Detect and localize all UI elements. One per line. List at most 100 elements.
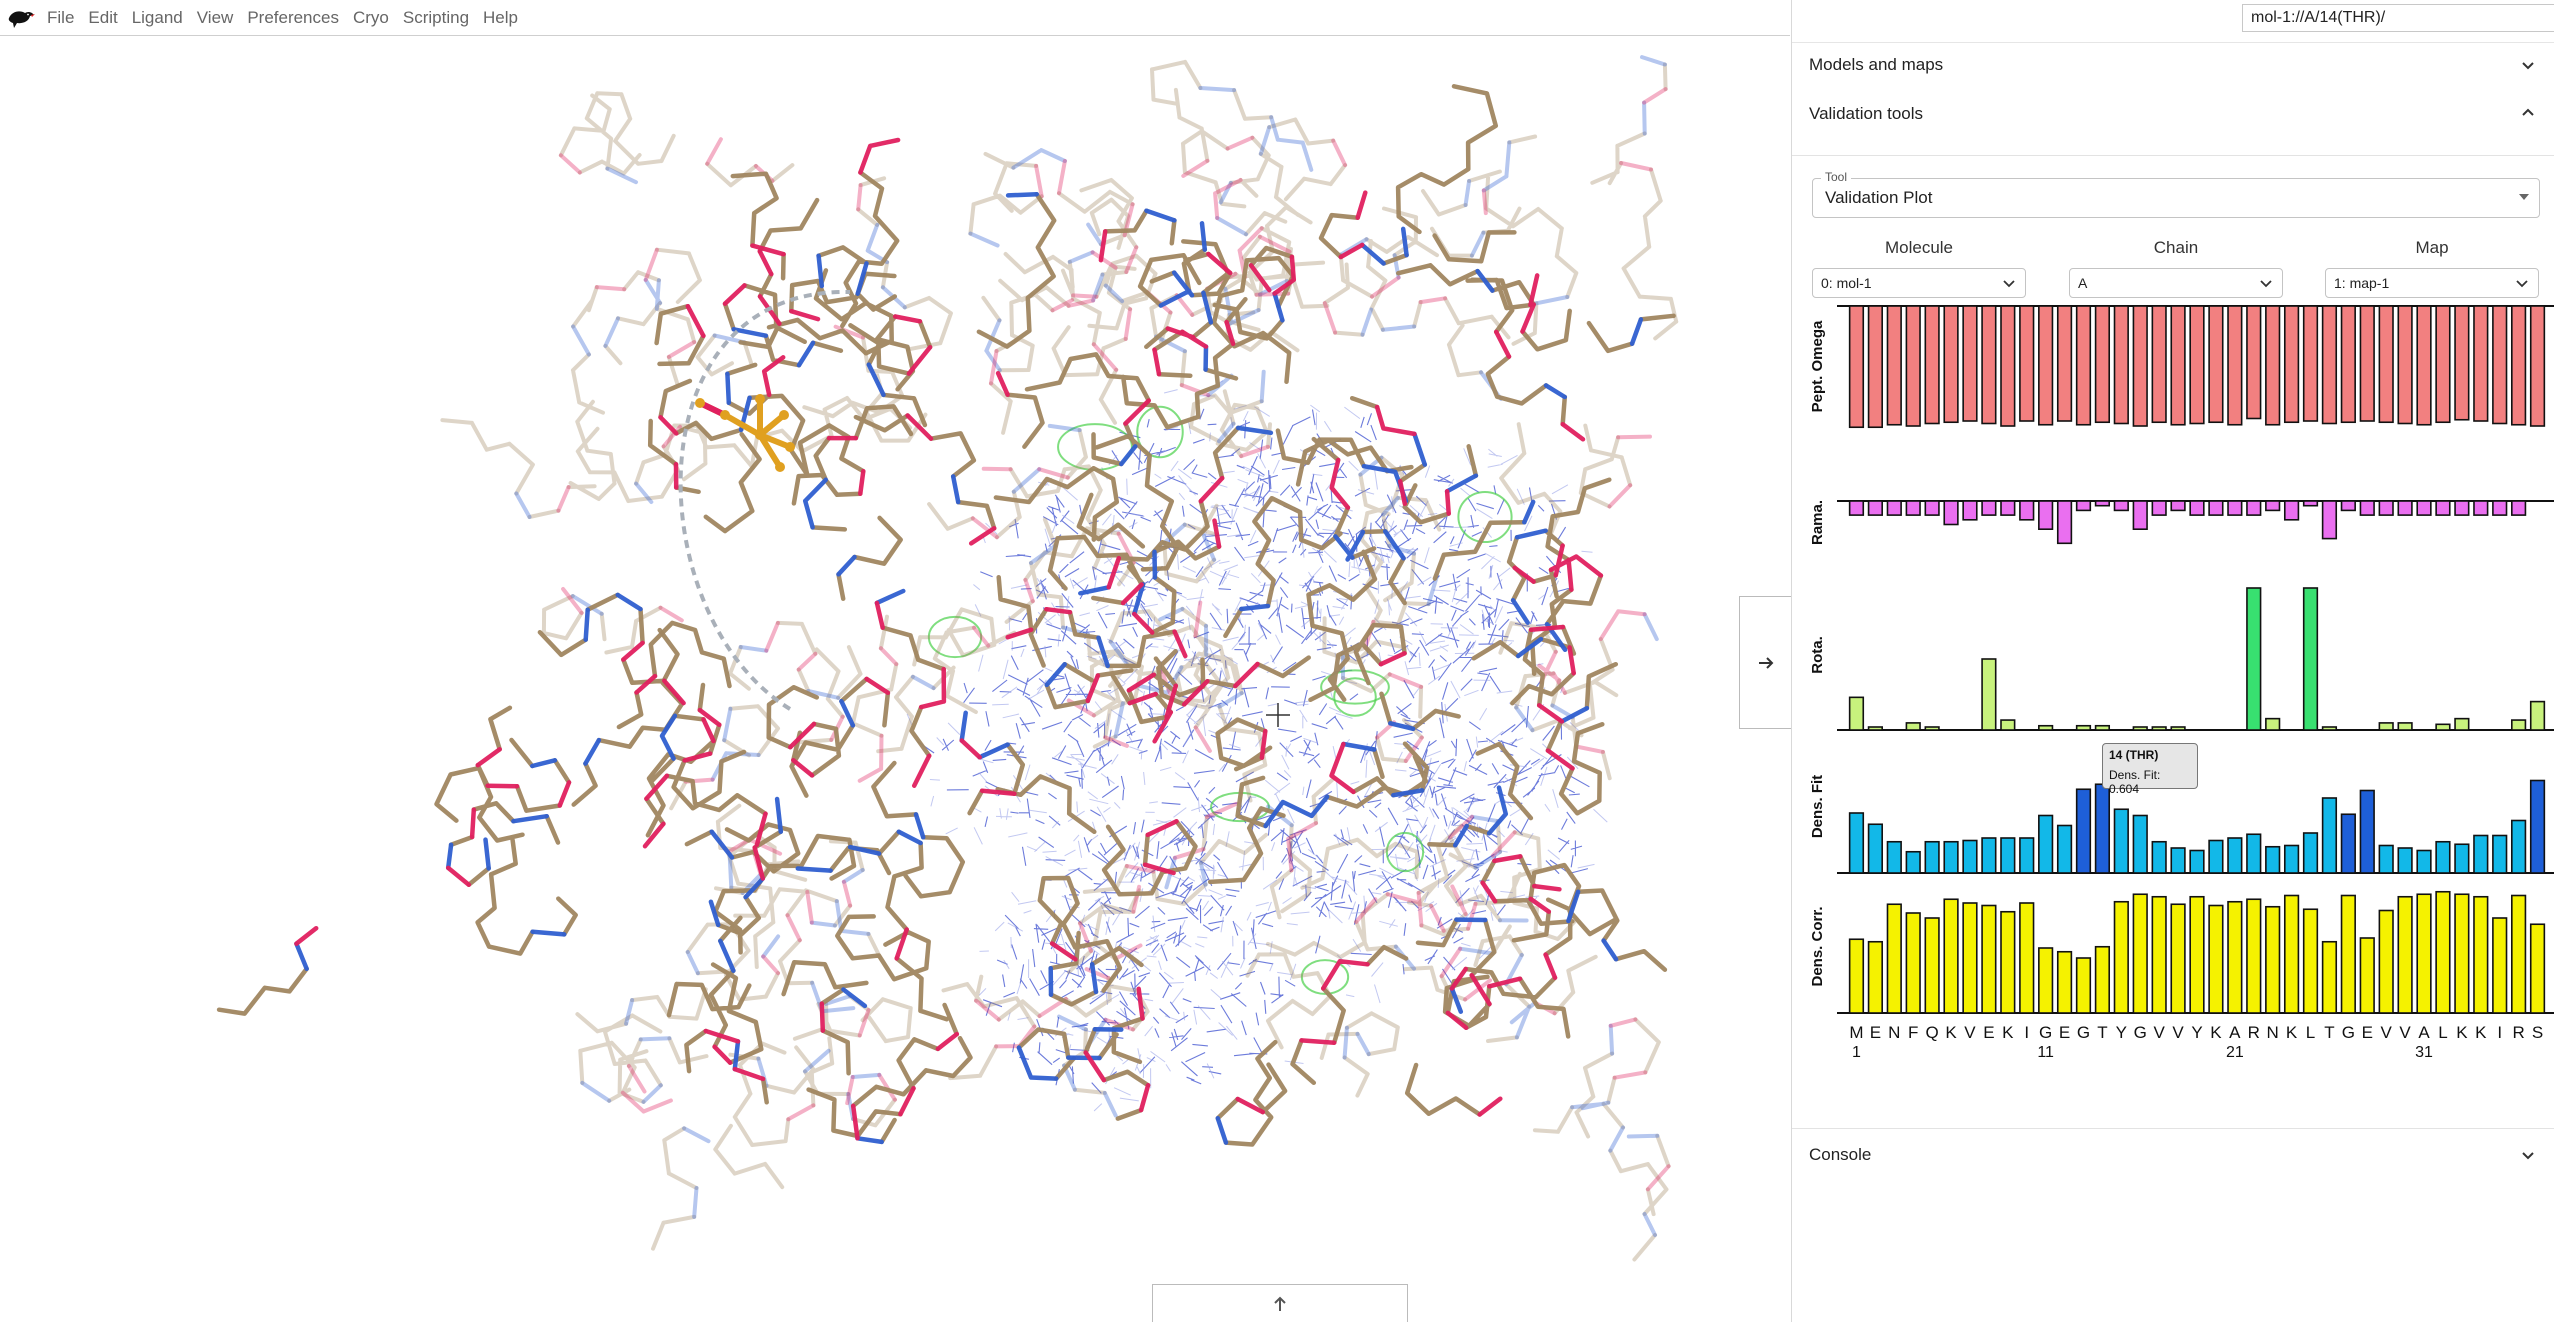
bar-3[interactable]	[1886, 903, 1902, 1014]
bar-14[interactable]	[2094, 783, 2111, 874]
bar-26[interactable]	[2321, 940, 2338, 1014]
bar-33[interactable]	[2454, 305, 2470, 421]
bar-28[interactable]	[2359, 937, 2375, 1014]
bar-22[interactable]	[2246, 500, 2262, 516]
bar-29[interactable]	[2378, 909, 2394, 1014]
bar-9[interactable]	[2000, 719, 2016, 731]
plot-panel-dens-corr[interactable]: Dens. Corr.	[1809, 890, 2554, 1014]
bar-33[interactable]	[2454, 717, 2470, 731]
bar-21[interactable]	[2227, 305, 2243, 426]
bar-35[interactable]	[2492, 834, 2508, 874]
bar-27[interactable]	[2340, 500, 2356, 512]
menu-scripting[interactable]: Scripting	[402, 7, 470, 27]
bar-28[interactable]	[2359, 500, 2375, 516]
bar-30[interactable]	[2397, 895, 2413, 1014]
bar-6[interactable]	[1943, 305, 1959, 424]
bar-20[interactable]	[2208, 904, 2224, 1014]
bar-20[interactable]	[2208, 305, 2224, 424]
bar-31[interactable]	[2416, 893, 2432, 1014]
menu-preferences[interactable]: Preferences	[247, 7, 339, 27]
bar-19[interactable]	[2189, 305, 2205, 425]
bar-32[interactable]	[2435, 840, 2451, 874]
bar-5[interactable]	[1924, 840, 1940, 874]
bar-35[interactable]	[2492, 500, 2508, 516]
bar-27[interactable]	[2340, 813, 2356, 874]
bar-1[interactable]	[1848, 938, 1865, 1014]
menu-help[interactable]: Help	[483, 7, 518, 27]
bar-7[interactable]	[1962, 839, 1978, 874]
bar-1[interactable]	[1848, 696, 1865, 731]
bar-30[interactable]	[2397, 305, 2413, 425]
chain-select[interactable]: A	[2069, 268, 2283, 298]
bar-11[interactable]	[2038, 500, 2054, 531]
bar-28[interactable]	[2359, 305, 2375, 422]
menu-view[interactable]: View	[196, 7, 234, 27]
bar-7[interactable]	[1962, 500, 1978, 521]
bar-22[interactable]	[2246, 833, 2262, 874]
molecular-viewport[interactable]	[0, 37, 1790, 1322]
bar-1[interactable]	[1848, 305, 1865, 429]
accordion-console[interactable]: Console	[1792, 1128, 2554, 1180]
plot-panel-pept-omega[interactable]: Pept. Omega	[1809, 305, 2554, 433]
bar-2[interactable]	[1867, 500, 1883, 516]
bar-15[interactable]	[2113, 500, 2129, 512]
bar-8[interactable]	[1981, 500, 1997, 516]
bar-17[interactable]	[2151, 726, 2167, 731]
bar-2[interactable]	[1867, 726, 1883, 731]
bar-4[interactable]	[1905, 850, 1921, 874]
bar-11[interactable]	[2038, 724, 2054, 731]
bar-37[interactable]	[2529, 700, 2546, 731]
bar-18[interactable]	[2170, 726, 2186, 731]
bar-10[interactable]	[2019, 305, 2035, 422]
bar-3[interactable]	[1886, 840, 1902, 874]
bar-13[interactable]	[2075, 305, 2092, 426]
bar-36[interactable]	[2511, 819, 2527, 874]
bar-11[interactable]	[2038, 814, 2054, 874]
bar-35[interactable]	[2492, 917, 2508, 1014]
bar-9[interactable]	[2000, 837, 2016, 874]
bar-4[interactable]	[1905, 500, 1921, 516]
bar-24[interactable]	[2283, 894, 2300, 1014]
bottom-panel-toggle-button[interactable]	[1152, 1284, 1408, 1322]
bar-25[interactable]	[2302, 908, 2319, 1014]
bar-19[interactable]	[2189, 895, 2205, 1014]
bar-25[interactable]	[2302, 305, 2319, 422]
bar-16[interactable]	[2132, 726, 2148, 731]
bar-15[interactable]	[2113, 305, 2129, 425]
map-select[interactable]: 1: map-1	[2325, 268, 2539, 298]
bar-15[interactable]	[2113, 808, 2129, 874]
bar-17[interactable]	[2151, 500, 2167, 516]
bar-29[interactable]	[2378, 500, 2394, 516]
accordion-models-and-maps[interactable]: Models and maps	[1792, 42, 2554, 88]
bar-34[interactable]	[2473, 500, 2489, 516]
menu-edit[interactable]: Edit	[88, 7, 118, 27]
menu-file[interactable]: File	[47, 7, 75, 27]
bar-5[interactable]	[1924, 500, 1940, 516]
bar-22[interactable]	[2246, 305, 2262, 420]
bar-23[interactable]	[2265, 305, 2281, 426]
bar-21[interactable]	[2227, 900, 2243, 1014]
bar-18[interactable]	[2170, 847, 2186, 874]
tool-select[interactable]: Tool Validation Plot	[1812, 170, 2540, 218]
bar-26[interactable]	[2321, 797, 2338, 874]
molecule-select[interactable]: 0: mol-1	[1812, 268, 2026, 298]
bar-37[interactable]	[2529, 305, 2546, 427]
bar-24[interactable]	[2283, 305, 2300, 424]
bar-9[interactable]	[2000, 910, 2016, 1014]
bar-36[interactable]	[2511, 719, 2527, 731]
bar-26[interactable]	[2321, 500, 2338, 540]
bar-34[interactable]	[2473, 305, 2489, 422]
bar-37[interactable]	[2529, 923, 2546, 1014]
bar-5[interactable]	[1924, 917, 1940, 1014]
bar-5[interactable]	[1924, 305, 1940, 425]
bar-4[interactable]	[1905, 912, 1921, 1014]
bar-22[interactable]	[2246, 898, 2262, 1014]
bar-1[interactable]	[1848, 500, 1865, 516]
bar-35[interactable]	[2492, 305, 2508, 425]
bar-26[interactable]	[2321, 305, 2338, 425]
bar-16[interactable]	[2132, 500, 2148, 531]
bar-29[interactable]	[2378, 305, 2394, 424]
bar-32[interactable]	[2435, 500, 2451, 516]
bar-33[interactable]	[2454, 843, 2470, 874]
bar-1[interactable]	[1848, 812, 1865, 874]
